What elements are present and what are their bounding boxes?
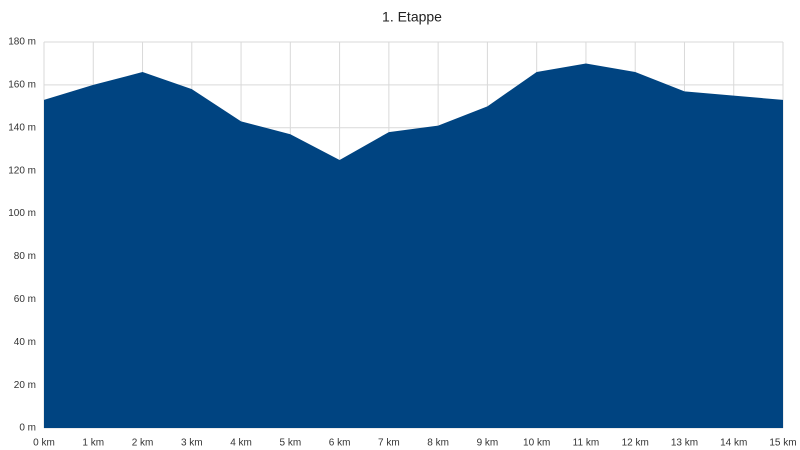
x-tick-label: 9 km xyxy=(477,438,499,449)
y-tick-label: 60 m xyxy=(14,294,36,305)
y-tick-label: 80 m xyxy=(14,251,36,262)
y-tick-label: 120 m xyxy=(8,165,36,176)
x-tick-label: 1 km xyxy=(82,438,104,449)
x-tick-label: 8 km xyxy=(427,438,449,449)
y-tick-label: 40 m xyxy=(14,337,36,348)
chart-title: 1. Etappe xyxy=(382,9,442,25)
x-tick-label: 0 km xyxy=(33,438,55,449)
y-tick-label: 140 m xyxy=(8,122,36,133)
x-tick-label: 15 km xyxy=(769,438,796,449)
x-tick-label: 3 km xyxy=(181,438,203,449)
y-tick-label: 0 m xyxy=(19,423,36,434)
y-tick-label: 100 m xyxy=(8,208,36,219)
x-tick-label: 6 km xyxy=(329,438,351,449)
x-tick-label: 11 km xyxy=(573,438,600,449)
x-tick-label: 7 km xyxy=(378,438,400,449)
y-tick-label: 180 m xyxy=(8,37,36,48)
x-tick-label: 2 km xyxy=(132,438,154,449)
y-tick-label: 160 m xyxy=(8,80,36,91)
x-tick-label: 13 km xyxy=(671,438,698,449)
y-tick-label: 20 m xyxy=(14,380,36,391)
x-tick-label: 10 km xyxy=(523,438,550,449)
x-tick-label: 5 km xyxy=(279,438,301,449)
x-tick-label: 12 km xyxy=(622,438,649,449)
x-tick-label: 14 km xyxy=(720,438,747,449)
x-tick-label: 4 km xyxy=(230,438,252,449)
elevation-area xyxy=(44,63,783,428)
